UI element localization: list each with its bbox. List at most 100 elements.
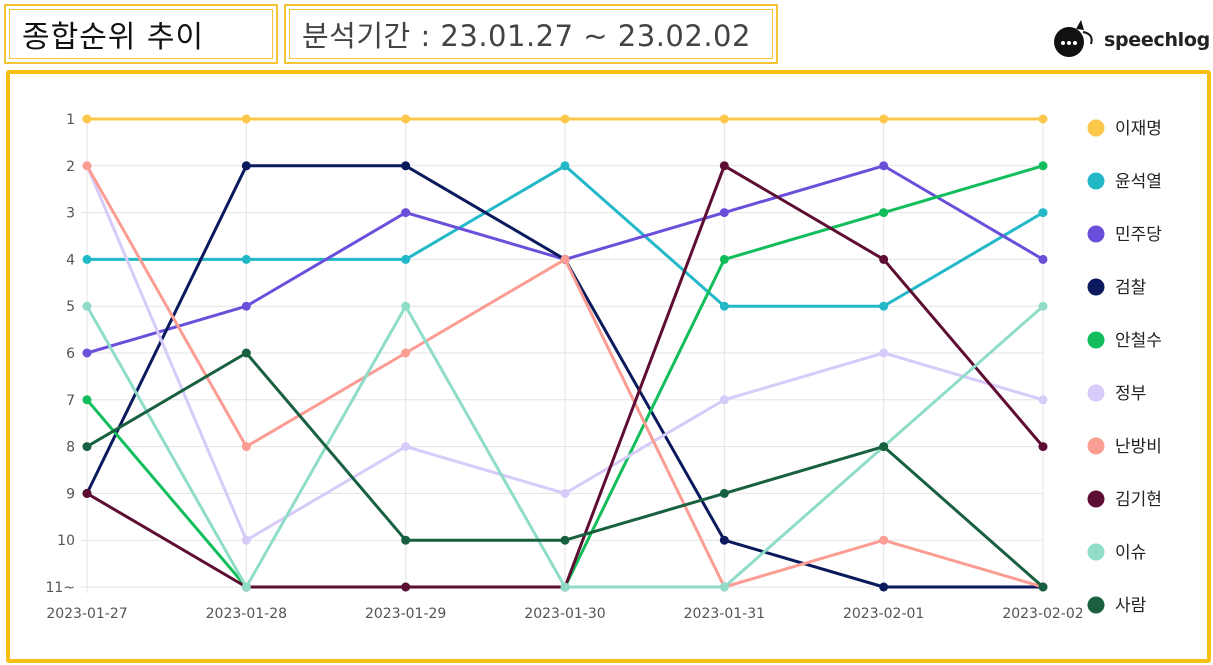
legend-label: 사람 [1115,596,1147,616]
x-tick-label: 2023-02-01 [843,606,924,622]
data-point [241,161,251,171]
legend-label: 난방비 [1115,437,1162,457]
data-point [1038,254,1048,264]
chart-title-box: 종합순위 추이 [4,4,278,64]
legend-marker [1087,384,1105,402]
data-point [82,161,92,171]
data-point [719,114,729,124]
x-tick-label: 2023-02-02 [1002,606,1083,622]
data-point [401,535,411,545]
data-point [401,208,411,218]
data-point [879,301,889,311]
y-tick-label: 5 [66,299,75,315]
data-point [241,254,251,264]
x-tick-label: 2023-01-27 [46,606,127,622]
data-point [719,395,729,405]
legend-marker [1087,278,1105,296]
x-tick-label: 2023-01-28 [206,606,287,622]
data-point [719,161,729,171]
analysis-period: 분석기간 : 23.01.27 ~ 23.02.02 [302,19,751,53]
data-point [879,442,889,452]
data-point [560,161,570,171]
data-point [82,488,92,498]
data-point [401,161,411,171]
y-tick-label: 3 [66,206,75,222]
data-point [560,535,570,545]
analysis-period-box: 분석기간 : 23.01.27 ~ 23.02.02 [284,4,778,64]
data-point [560,114,570,124]
x-tick-label: 2023-01-30 [524,606,605,622]
data-point [241,114,251,124]
data-point [879,535,889,545]
data-point [241,582,251,592]
data-point [1038,442,1048,452]
data-point [719,254,729,264]
data-point [82,395,92,405]
legend-label: 이재명 [1115,119,1162,139]
y-tick-label: 8 [66,440,75,456]
data-point [82,442,92,452]
y-tick-label: 1 [66,112,75,128]
data-point [719,582,729,592]
data-point [719,535,729,545]
chart-title: 종합순위 추이 [22,20,205,55]
data-point [560,488,570,498]
data-point [401,114,411,124]
legend-label: 김기현 [1115,490,1162,510]
legend-label: 안철수 [1115,331,1162,351]
data-point [879,582,889,592]
data-point [241,442,251,452]
legend-label: 이슈 [1115,543,1146,563]
y-tick-label: 10 [57,533,75,549]
data-point [401,254,411,264]
legend-marker [1087,490,1105,508]
data-point [879,348,889,358]
y-tick-label: 11~ [45,580,75,596]
logo-text: speechlog [1104,29,1210,51]
data-point [241,301,251,311]
y-tick-label: 4 [66,252,75,268]
y-tick-label: 9 [66,486,75,502]
data-point [82,348,92,358]
data-point [1038,582,1048,592]
data-point [401,301,411,311]
legend-marker [1087,543,1105,561]
data-point [879,254,889,264]
legend-label: 정부 [1115,384,1146,404]
legend-label: 윤석열 [1115,172,1162,192]
legend-marker [1087,437,1105,455]
data-point [879,208,889,218]
data-point [401,442,411,452]
speechlog-logo: speechlog [1050,20,1210,60]
data-point [1038,114,1048,124]
legend-marker [1087,331,1105,349]
data-point [241,348,251,358]
legend-marker [1087,172,1105,190]
y-tick-label: 6 [66,346,75,362]
data-point [82,114,92,124]
data-point [879,114,889,124]
data-point [719,488,729,498]
data-point [401,582,411,592]
data-point [82,301,92,311]
data-point [719,301,729,311]
speech-bubble-icon [1054,20,1093,57]
x-tick-label: 2023-01-29 [365,606,446,622]
data-point [560,582,570,592]
legend-marker [1087,119,1105,137]
data-point [1038,301,1048,311]
data-point [1038,395,1048,405]
legend-marker [1087,225,1105,243]
data-point [1038,208,1048,218]
rank-trend-chart: 1 2 3 4 5 6 7 8 9 10 11~ 2023-01-27 2023-01-28 2023-0… [45,112,1162,622]
data-point [560,254,570,264]
data-point [719,208,729,218]
data-point [879,161,889,171]
legend-marker [1087,596,1105,614]
y-tick-label: 7 [66,393,75,409]
chart-frame: 1 2 3 4 5 6 7 8 9 10 11~ 2023-01-27 2023-01-28 2023-0… [6,70,1211,663]
data-point [1038,161,1048,171]
legend-label: 검찰 [1115,278,1147,298]
data-point [82,254,92,264]
legend-label: 민주당 [1115,225,1162,245]
